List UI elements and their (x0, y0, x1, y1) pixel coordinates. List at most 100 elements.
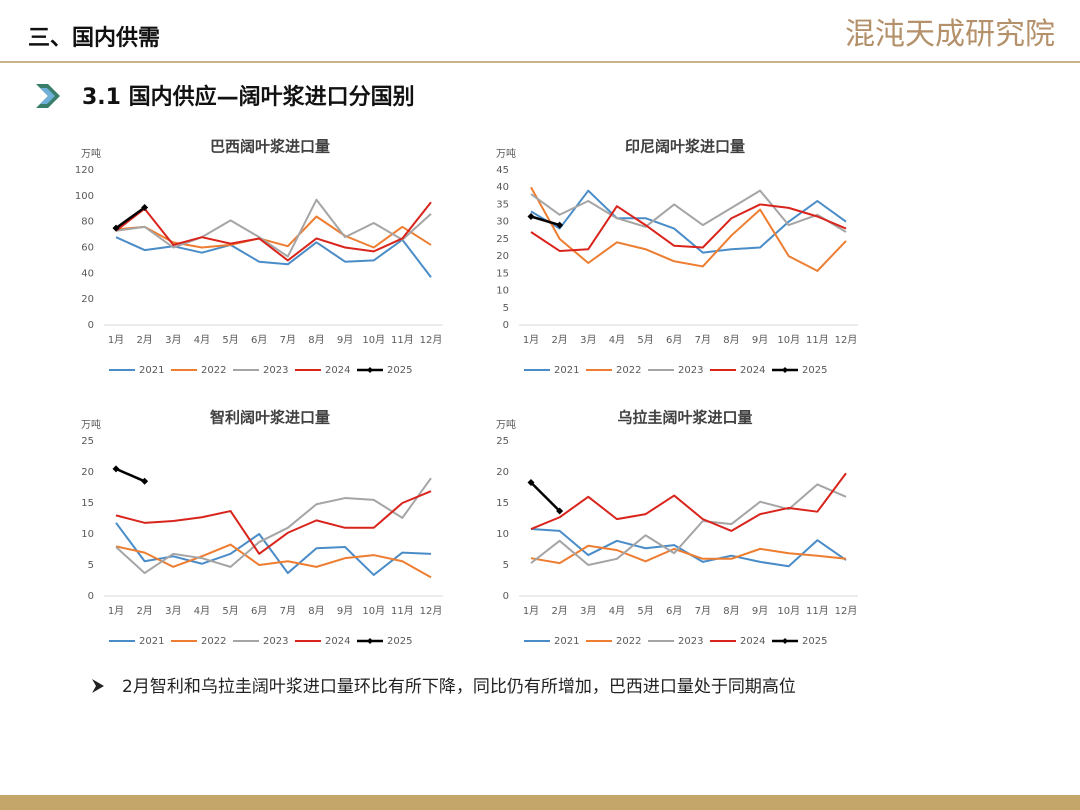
x-tick-label: 4月 (609, 605, 625, 617)
x-tick-label: 6月 (251, 605, 267, 617)
x-tick-label: 11月 (391, 605, 414, 617)
x-tick-label: 1月 (523, 605, 539, 617)
y-tick-label: 60 (81, 243, 94, 254)
x-tick-label: 12月 (420, 334, 443, 346)
series-line (530, 203, 847, 252)
chart-title: 乌拉圭阔叶浆进口量 (617, 409, 752, 427)
y-tick-label: 15 (496, 498, 509, 509)
y-tick-label: 15 (81, 498, 94, 509)
y-tick-label: 80 (81, 217, 94, 228)
y-tick-label: 0 (503, 591, 509, 602)
x-tick-label: 4月 (609, 334, 625, 346)
x-tick-label: 11月 (391, 334, 414, 346)
legend-label: 2023 (263, 365, 288, 376)
x-tick-label: 4月 (194, 334, 210, 346)
x-tick-label: 1月 (108, 334, 124, 346)
note: 2月智利和乌拉圭阔叶浆进口量环比有所下降，同比仍有所增加，巴西进口量处于同期高位 (122, 677, 796, 697)
x-tick-label: 7月 (280, 605, 296, 617)
chart-title: 智利阔叶浆进口量 (210, 409, 330, 427)
x-tick-label: 2月 (136, 605, 152, 617)
legend-label: 2023 (678, 636, 703, 647)
point (112, 224, 120, 232)
x-tick-label: 5月 (637, 334, 653, 346)
y-tick-label: 0 (88, 591, 94, 602)
y-tick-label: 20 (496, 251, 509, 262)
series-line (530, 215, 560, 227)
x-tick-label: 9月 (337, 334, 353, 346)
x-tick-label: 2月 (136, 334, 152, 346)
x-tick-label: 12月 (835, 334, 858, 346)
x-tick-label: 12月 (835, 605, 858, 617)
legend-label: 2024 (325, 365, 350, 376)
series-line (115, 236, 432, 278)
series-line (530, 544, 847, 565)
series-line (115, 206, 146, 230)
x-tick-label: 5月 (222, 605, 238, 617)
point (556, 507, 564, 515)
legend-label: 2025 (802, 365, 827, 376)
x-tick-label: 3月 (165, 334, 181, 346)
logo: 混沌天成研究院 (845, 17, 1055, 52)
x-tick-label: 5月 (222, 334, 238, 346)
x-tick-label: 8月 (308, 334, 324, 346)
legend-label: 2021 (554, 365, 579, 376)
x-tick-label: 12月 (420, 605, 443, 617)
point (527, 479, 535, 487)
y-tick-label: 20 (81, 467, 94, 478)
legend-label: 2025 (802, 636, 827, 647)
series-line (115, 467, 146, 483)
point (112, 465, 120, 473)
x-tick-label: 2月 (551, 605, 567, 617)
x-tick-label: 8月 (723, 605, 739, 617)
point (556, 221, 564, 229)
y-tick-label: 10 (81, 529, 94, 540)
point (141, 477, 149, 485)
x-tick-label: 11月 (806, 605, 829, 617)
y-tick-label: 0 (503, 320, 509, 331)
arrow-icon-inner (40, 88, 55, 104)
legend-label: 2022 (201, 636, 226, 647)
x-tick-label: 10月 (362, 334, 385, 346)
legend-label: 2024 (325, 636, 350, 647)
y-axis-label: 万吨 (496, 147, 516, 160)
x-tick-label: 9月 (337, 605, 353, 617)
x-tick-label: 1月 (108, 605, 124, 617)
y-tick-label: 5 (88, 560, 94, 571)
x-tick-label: 6月 (666, 334, 682, 346)
y-tick-label: 25 (496, 436, 509, 447)
y-tick-label: 5 (503, 560, 509, 571)
y-tick-label: 100 (75, 191, 94, 202)
y-tick-label: 120 (75, 165, 94, 176)
y-tick-label: 25 (496, 234, 509, 245)
series-line (530, 186, 847, 272)
y-tick-label: 40 (81, 268, 94, 279)
legend-label: 2022 (201, 365, 226, 376)
y-axis-label: 万吨 (496, 418, 516, 431)
y-axis-label: 万吨 (81, 147, 101, 160)
point (141, 203, 149, 211)
header-title: 三、国内供需 (28, 25, 160, 51)
legend-marker (782, 638, 788, 644)
y-axis-label: 万吨 (81, 418, 101, 431)
y-tick-label: 10 (496, 529, 509, 540)
series-line (530, 481, 561, 512)
divider (0, 61, 1080, 63)
footer-bar (0, 795, 1080, 810)
y-tick-label: 40 (496, 182, 509, 193)
x-tick-label: 7月 (695, 334, 711, 346)
y-tick-label: 45 (496, 165, 509, 176)
legend-label: 2022 (616, 365, 641, 376)
series-line (115, 477, 432, 575)
legend-marker (782, 367, 788, 373)
series-line (530, 528, 847, 568)
x-tick-label: 6月 (666, 605, 682, 617)
x-tick-label: 10月 (777, 605, 800, 617)
series-line (115, 198, 432, 258)
y-tick-label: 5 (503, 303, 509, 314)
series-line (530, 189, 847, 254)
y-tick-label: 10 (496, 286, 509, 297)
y-tick-label: 35 (496, 199, 509, 210)
chart-title: 巴西阔叶浆进口量 (210, 138, 330, 156)
y-tick-label: 25 (81, 436, 94, 447)
legend-label: 2024 (740, 636, 765, 647)
